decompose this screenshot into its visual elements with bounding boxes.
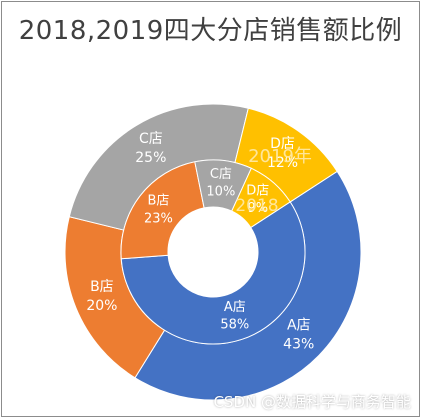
slice-2018-b[interactable]: [120, 161, 205, 260]
data-label-2018-d: D店 9%: [246, 183, 269, 216]
data-label-2019-a: A店 43%: [283, 318, 314, 353]
data-label-2019-c: C店 25%: [135, 131, 166, 166]
data-label-2018-c: C店 10%: [206, 167, 235, 200]
slice-2018-d[interactable]: [231, 167, 291, 229]
data-label-2019-b: B店 20%: [86, 279, 117, 314]
data-label-2019-d: D店 12%: [267, 136, 298, 171]
data-label-2018-a: A店 58%: [220, 300, 249, 333]
chart-title: 2018,2019四大分店销售额比例: [18, 16, 403, 46]
doughnut-chart: A店 43%B店 20%C店 25%D店 12%A店 58%B店 23%C店 10% D店 9%2…: [64, 103, 362, 401]
series-label-2019: 2019年: [248, 146, 312, 167]
slice-2018-a[interactable]: [120, 201, 306, 345]
series-label-2018: 2018: [235, 196, 278, 216]
watermark-text: CSDN @数据科学与商务智能: [213, 393, 411, 411]
data-label-2018-b: B店 23%: [144, 194, 173, 227]
